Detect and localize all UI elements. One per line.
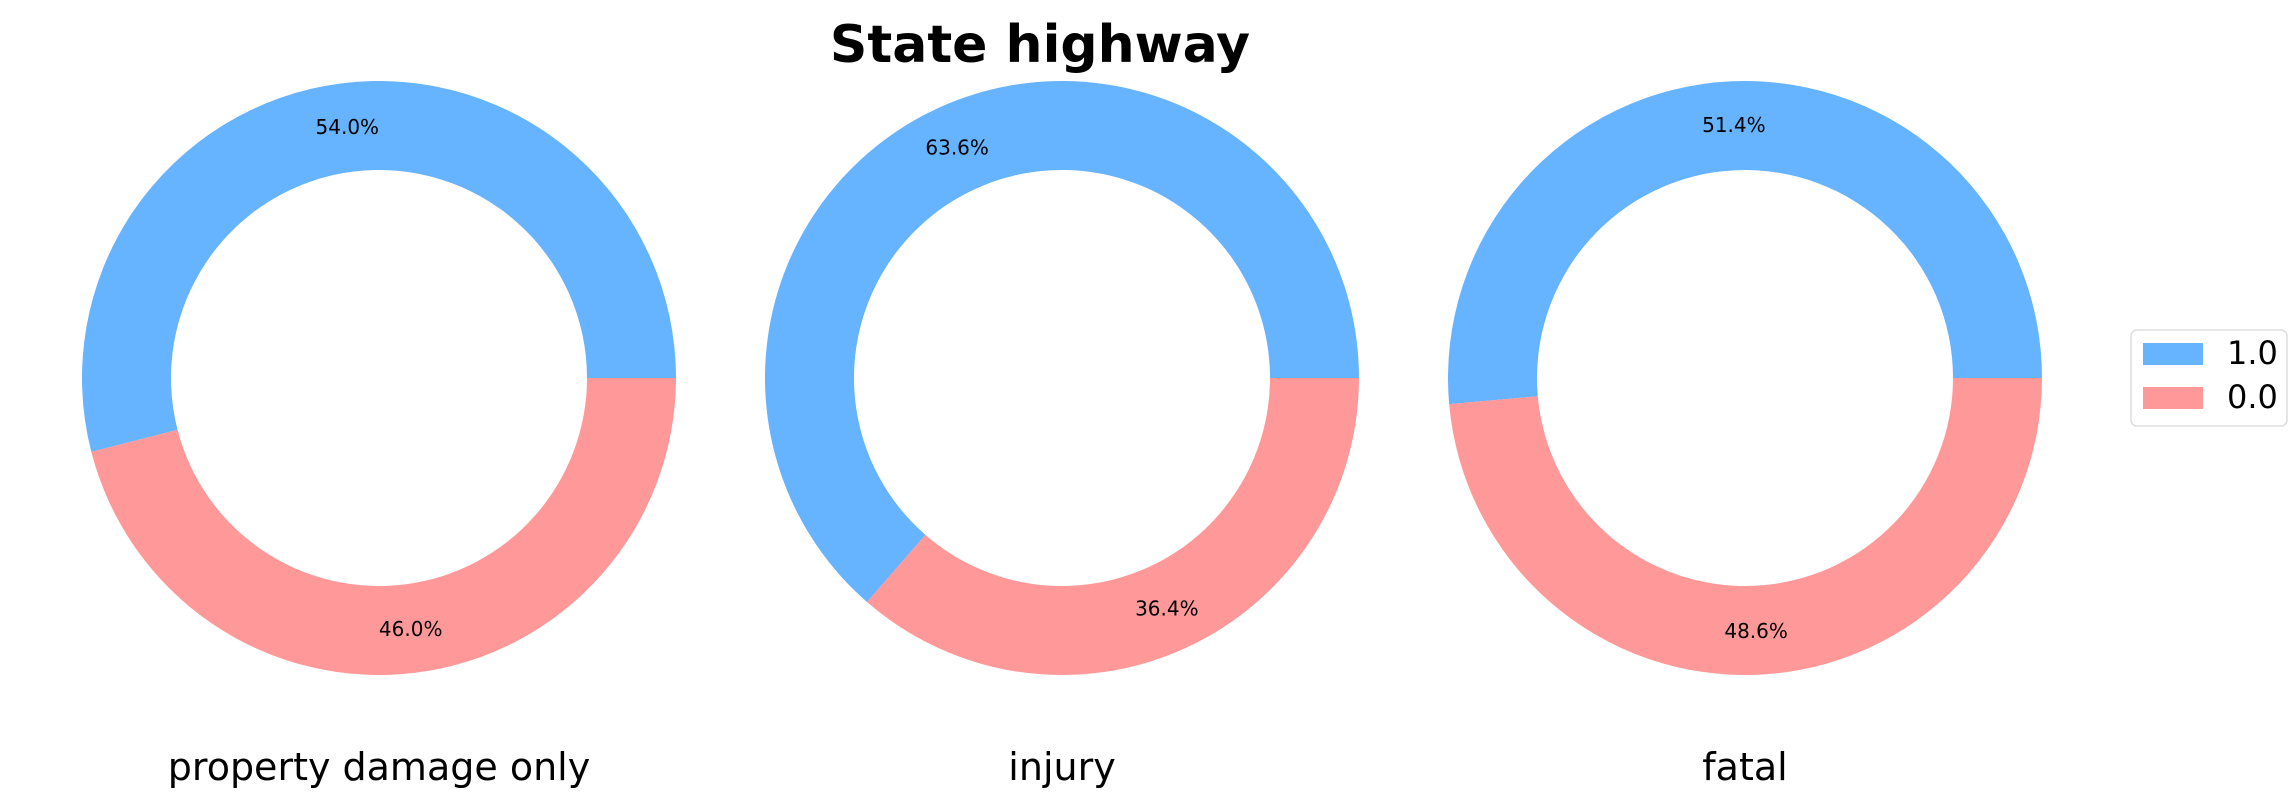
slice-percent-label: 46.0%: [379, 617, 443, 641]
legend: 1.00.0: [2130, 329, 2288, 427]
legend-swatch: [2143, 387, 2203, 409]
donut-chart-2: 63.6% 36.4% injury: [765, 80, 1359, 789]
slice-percent-label: 36.4%: [1135, 596, 1199, 620]
slice-percent-label: 48.6%: [1724, 619, 1788, 643]
legend-swatch: [2143, 343, 2203, 365]
slice-percent-label: 63.6%: [925, 136, 989, 160]
chart-title: State highway: [830, 15, 1250, 75]
slice-percent-label: 54.0%: [316, 115, 380, 139]
pie-slice: [765, 80, 1359, 603]
chart-subtitle: fatal: [1702, 745, 1787, 789]
slice-percent-label: 51.4%: [1702, 113, 1766, 137]
chart-subtitle: property damage only: [168, 745, 590, 789]
pie-charts: 54.0% 46.0% property damage only 63.6% 36.4%…: [81, 80, 2042, 789]
donut-chart-3: 51.4% 48.6% fatal: [1448, 80, 2042, 789]
donut-chart-1: 54.0% 46.0% property damage only: [81, 80, 676, 789]
pie-slice: [1449, 378, 2042, 675]
pie-slice: [91, 378, 676, 675]
chart-subtitle: injury: [1008, 745, 1115, 789]
legend-label: 1.0: [2227, 334, 2278, 372]
legend-label: 0.0: [2227, 378, 2278, 416]
pie-slice: [1448, 80, 2042, 405]
pie-slice: [81, 80, 676, 452]
pie-slice: [866, 378, 1359, 675]
